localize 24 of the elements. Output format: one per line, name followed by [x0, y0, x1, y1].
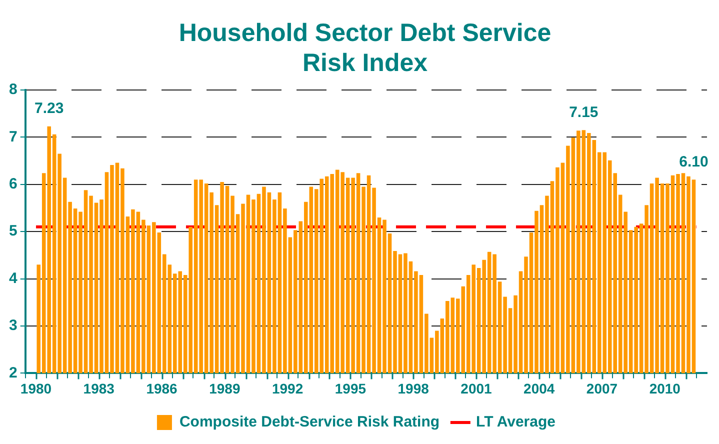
x-tick-label: 1995: [334, 380, 366, 396]
x-tick-label: 1980: [20, 380, 52, 396]
x-tick-label: 1986: [146, 380, 178, 396]
y-tick-label: 6: [9, 176, 18, 193]
y-tick-label: 3: [9, 317, 18, 334]
y-tick-label: 8: [9, 81, 18, 98]
x-tick-label: 2007: [586, 380, 618, 396]
annotation: 7.23: [34, 100, 64, 117]
y-tick-label: 2: [9, 364, 18, 382]
x-tick-label: 1989: [209, 380, 240, 396]
y-tick-label: 5: [9, 222, 18, 240]
x-tick-label: 1998: [398, 380, 430, 396]
annotation: 6.10: [679, 153, 708, 170]
legend-label: Composite Debt-Service Risk Rating: [179, 414, 440, 431]
legend-label: LT Average: [476, 414, 556, 431]
y-tick-label: 7: [9, 128, 18, 146]
chart-title: Household Sector Debt Service Risk Index: [178, 18, 552, 78]
x-tick-label: 1983: [83, 380, 115, 396]
x-tick-label: 2004: [524, 380, 555, 396]
annotation: 7.15: [569, 104, 598, 121]
y-tick-label: 4: [9, 270, 18, 287]
x-tick-label: 2001: [460, 380, 492, 396]
x-tick-label: 1992: [272, 380, 304, 396]
x-tick-label: 2010: [649, 380, 681, 396]
